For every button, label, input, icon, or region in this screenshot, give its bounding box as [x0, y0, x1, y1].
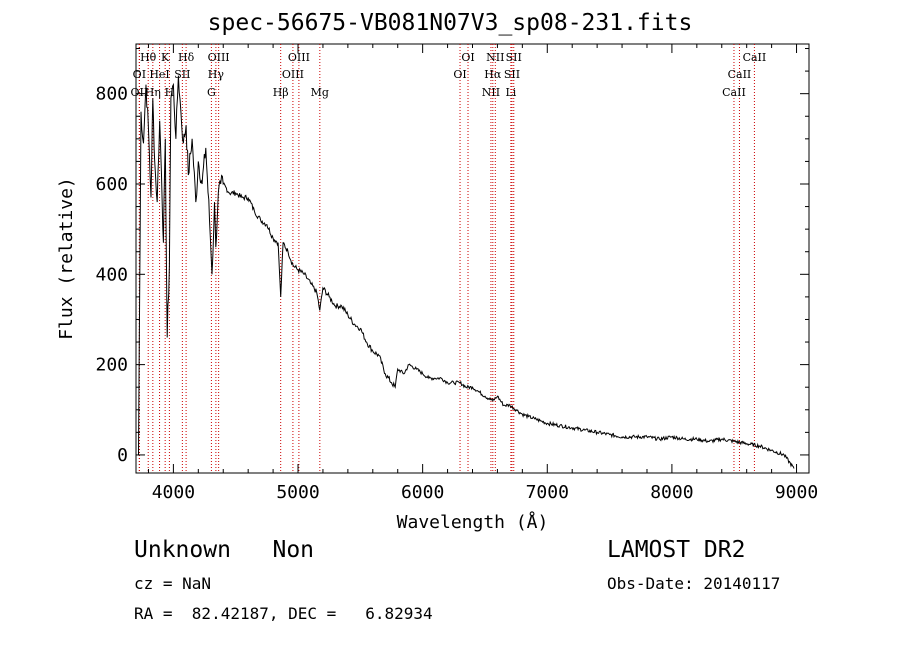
observation-date: Obs-Date: 20140117	[607, 574, 781, 593]
line-markers	[138, 44, 755, 473]
y-tick-label-600: 600	[95, 174, 128, 195]
marker-label-14: OIII	[288, 51, 310, 64]
marker-label-11: G	[207, 86, 216, 99]
object-class: Unknown Non	[134, 537, 315, 563]
marker-label-21: Li	[505, 86, 516, 99]
x-tick-label-8000: 8000	[650, 482, 693, 503]
marker-label-20: NII	[486, 51, 504, 64]
y-tick-label-800: 800	[95, 84, 128, 105]
marker-label-26: CaII	[743, 51, 767, 64]
redshift-value: cz = NaN	[134, 574, 212, 593]
plot-frame	[135, 43, 810, 474]
x-tick-label-6000: 6000	[401, 482, 444, 503]
marker-label-24: CaII	[722, 86, 746, 99]
marker-label-7: Hδ	[178, 51, 195, 64]
marker-label-15: Mg	[311, 86, 329, 99]
x-axis-ticks: 4000 5000 6000 7000 8000 9000	[147, 44, 818, 503]
marker-label-2: Hθ	[140, 51, 157, 64]
marker-label-4: HeI	[149, 68, 169, 81]
x-tick-label-5000: 5000	[276, 482, 319, 503]
marker-label-9: OIII	[208, 51, 230, 64]
marker-label-12: Hβ	[273, 86, 289, 99]
y-tick-label-0: 0	[117, 445, 128, 466]
marker-label-18: NII	[482, 86, 500, 99]
marker-label-16: OI	[453, 68, 466, 81]
marker-label-22: SII	[504, 68, 520, 81]
marker-label-5: K	[161, 51, 170, 64]
line-marker-labels: OII OI Hθ Hη HeI K H Hδ SII OIII Hγ G Hβ OIII OIII Mg OI…	[131, 51, 767, 99]
x-tick-label-7000: 7000	[526, 482, 569, 503]
x-tick-label-9000: 9000	[775, 482, 818, 503]
sky-coordinates: RA = 82.42187, DEC = 6.82934	[134, 604, 433, 623]
chart-title: spec-56675-VB081N07V3_sp08-231.fits	[207, 10, 693, 36]
x-axis-label: Wavelength (Å)	[397, 511, 549, 533]
y-axis-ticks: 0 200 400 600 800	[95, 48, 809, 466]
survey-name: LAMOST DR2	[607, 537, 746, 563]
y-tick-label-200: 200	[95, 355, 128, 376]
y-tick-label-400: 400	[95, 264, 128, 285]
marker-label-10: Hγ	[208, 68, 225, 81]
marker-label-19: Hα	[484, 68, 502, 81]
marker-label-3: Hη	[145, 86, 161, 99]
marker-label-8: SII	[174, 68, 190, 81]
marker-label-1: OI	[133, 68, 146, 81]
marker-label-23: SII	[506, 51, 522, 64]
x-tick-label-4000: 4000	[152, 482, 195, 503]
spectrum-line	[138, 75, 795, 469]
marker-label-17: OI	[461, 51, 474, 64]
y-axis-label: Flux (relative)	[56, 177, 77, 340]
marker-label-13: OIII	[282, 68, 304, 81]
marker-label-0: OII	[131, 86, 149, 99]
marker-label-25: CaII	[728, 68, 752, 81]
marker-label-6: H	[165, 86, 175, 99]
